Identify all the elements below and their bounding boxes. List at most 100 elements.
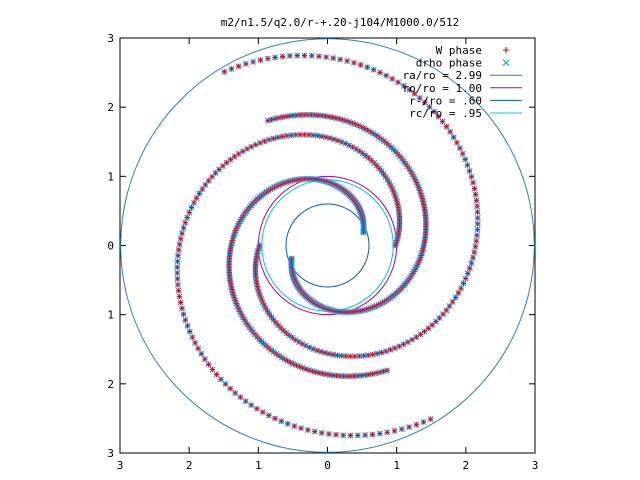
- w-phase-point: [298, 425, 304, 431]
- w-phase-point: [283, 330, 290, 336]
- drho-phase-point: [502, 59, 510, 66]
- w-phase-point: [422, 99, 428, 106]
- x-tick-label: 1: [393, 459, 400, 472]
- x-tick-label: 3: [117, 459, 124, 472]
- w-phase-point: [179, 305, 185, 311]
- w-phase-point: [254, 406, 260, 412]
- w-phase-point: [474, 209, 481, 215]
- w-phase-point: [192, 340, 198, 346]
- w-phase-point: [206, 178, 212, 184]
- w-phase-point: [387, 347, 394, 353]
- legend-label: rc/ro = .95: [409, 107, 482, 120]
- w-phase-point: [174, 264, 180, 270]
- w-phase-point: [365, 155, 372, 161]
- w-phase-point: [374, 162, 380, 169]
- w-phase-point: [243, 61, 249, 67]
- w-phase-point: [417, 331, 424, 337]
- w-phase-point: [474, 232, 480, 238]
- w-phase-point: [330, 352, 336, 358]
- w-phase-point: [458, 285, 464, 291]
- w-phase-point: [288, 132, 294, 138]
- w-phase-point: [447, 129, 453, 135]
- w-phase-point: [371, 160, 377, 166]
- w-phase-point: [180, 311, 187, 317]
- w-phase-point: [306, 132, 312, 138]
- w-phase-point: [467, 265, 473, 271]
- w-phase-point: [474, 227, 481, 233]
- w-phase-point: [443, 307, 449, 313]
- w-phase-point: [406, 424, 412, 430]
- w-phase-point: [176, 247, 182, 253]
- w-phase-point: [383, 174, 389, 180]
- w-phase-point: [420, 419, 427, 425]
- w-phase-point: [425, 325, 431, 331]
- w-phase-point: [283, 113, 289, 120]
- w-phase-point: [470, 180, 476, 186]
- w-phase-point: [318, 349, 324, 355]
- w-phase-point: [395, 79, 401, 85]
- w-phase-point: [333, 432, 339, 438]
- w-phase-point: [279, 53, 286, 60]
- w-phase-point: [278, 325, 284, 331]
- w-phase-point: [356, 353, 362, 359]
- w-phase-point: [323, 54, 329, 60]
- w-phase-point: [227, 156, 234, 163]
- w-phase-point: [278, 418, 284, 424]
- w-phase-point: [218, 376, 224, 382]
- w-phase-point: [426, 104, 433, 110]
- w-phase-point: [406, 87, 412, 93]
- w-phase-point: [380, 368, 387, 374]
- w-phase-point: [340, 432, 346, 438]
- w-phase-point: [503, 47, 509, 53]
- w-phase-point: [285, 421, 291, 427]
- w-phase-point: [266, 137, 272, 143]
- w-phase-point: [323, 134, 329, 140]
- w-phase-point: [319, 430, 325, 436]
- w-phase-point: [412, 91, 418, 97]
- w-phase-point: [319, 133, 325, 139]
- w-phase-point: [435, 113, 442, 120]
- w-phase-point: [209, 366, 216, 373]
- w-phase-point: [305, 427, 311, 433]
- w-phase-point: [199, 186, 205, 192]
- w-phase-point: [180, 225, 187, 231]
- w-phase-point: [265, 118, 271, 124]
- w-phase-point: [319, 371, 326, 377]
- w-phase-point: [377, 369, 383, 375]
- w-phase-point: [347, 432, 354, 439]
- w-phase-point: [202, 182, 208, 188]
- w-phase-point: [472, 191, 479, 198]
- x-tick-label: 1: [255, 459, 262, 472]
- w-phase-point: [399, 426, 405, 432]
- w-phase-point: [443, 124, 450, 130]
- w-phase-point: [293, 132, 299, 138]
- w-phase-point: [286, 332, 293, 339]
- reference-circle: [285, 203, 370, 288]
- w-phase-point: [326, 351, 332, 357]
- x-tick-label: 2: [186, 459, 193, 472]
- w-phase-point: [177, 299, 184, 306]
- w-phase-point: [465, 270, 471, 277]
- w-phase-point: [231, 154, 238, 160]
- w-phase-point: [333, 115, 339, 121]
- w-phase-point: [175, 282, 181, 288]
- w-phase-point: [428, 416, 434, 422]
- w-phase-point: [178, 236, 184, 242]
- reference-circle: [120, 38, 535, 453]
- y-tick-labels: 3 2 1 0 1 2 3: [107, 32, 114, 460]
- w-phase-point: [464, 162, 471, 168]
- w-phase-point: [369, 431, 376, 438]
- w-phase-point: [323, 371, 329, 377]
- w-phase-point: [188, 204, 195, 211]
- w-phase-point: [275, 322, 281, 329]
- w-phase-point: [439, 118, 446, 125]
- w-phase-point: [301, 52, 308, 59]
- w-phase-point: [313, 369, 319, 375]
- w-phase-point: [383, 72, 389, 79]
- w-phase-point: [212, 170, 219, 176]
- y-tick-label: 1: [107, 170, 114, 183]
- w-phase-point: [195, 345, 201, 351]
- w-phase-point: [221, 69, 227, 75]
